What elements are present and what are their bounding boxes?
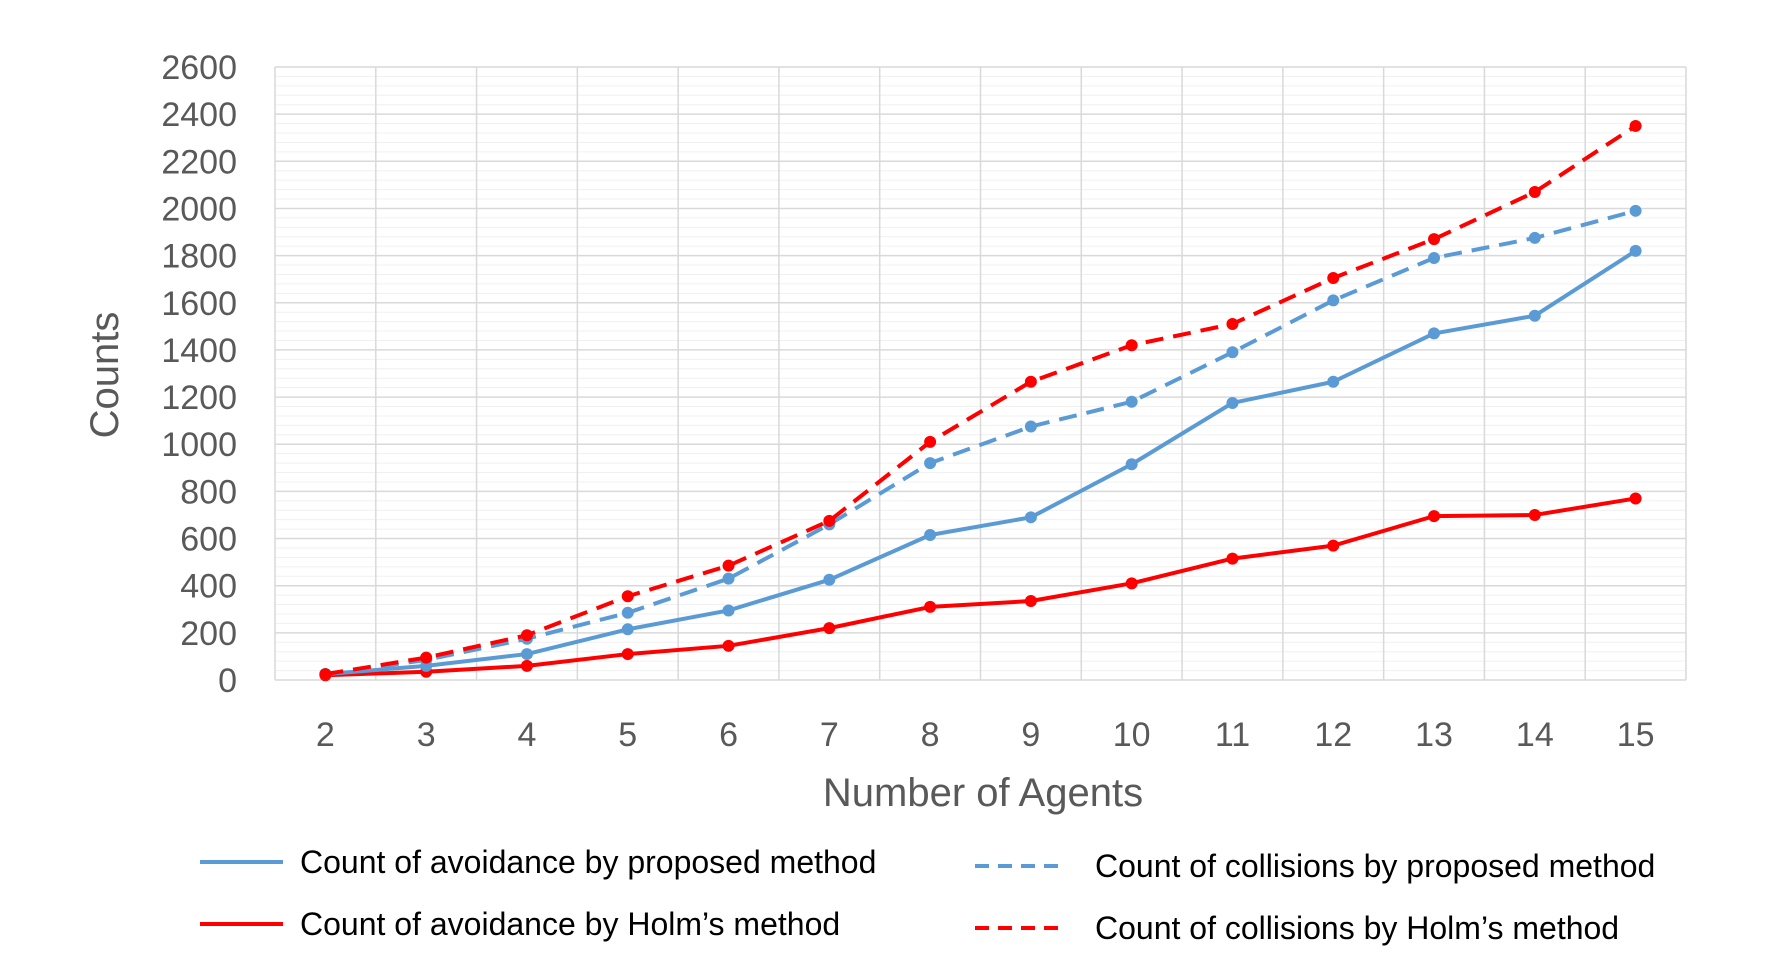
data-point xyxy=(823,514,836,527)
x-axis-title: Number of Agents xyxy=(823,771,1143,815)
data-point xyxy=(1125,339,1138,352)
series-line xyxy=(323,496,1638,678)
data-point xyxy=(1428,251,1441,264)
data-point xyxy=(520,659,533,672)
legend-label: Count of avoidance by proposed method xyxy=(300,844,876,880)
x-tick-label: 2 xyxy=(316,716,335,754)
x-tick-label: 11 xyxy=(1215,716,1250,754)
data-point xyxy=(722,639,735,652)
x-tick-label: 13 xyxy=(1415,716,1453,754)
y-tick-label: 1600 xyxy=(161,285,237,323)
x-tick-label: 7 xyxy=(820,716,839,754)
y-tick-label: 400 xyxy=(180,568,237,606)
x-tick-label: 4 xyxy=(518,716,537,754)
y-tick-label: 800 xyxy=(180,473,237,511)
data-point xyxy=(1226,396,1239,409)
data-point xyxy=(1428,510,1441,523)
data-point xyxy=(621,590,634,603)
data-point xyxy=(1528,185,1541,198)
data-point xyxy=(1125,458,1138,471)
data-point xyxy=(621,606,634,619)
x-tick-label: 8 xyxy=(921,716,940,754)
y-tick-label: 600 xyxy=(180,521,237,559)
data-point xyxy=(1125,395,1138,408)
x-tick-label: 5 xyxy=(618,716,637,754)
y-tick-label: 0 xyxy=(218,662,237,700)
data-point xyxy=(722,604,735,617)
x-tick-label: 9 xyxy=(1021,716,1040,754)
series-line xyxy=(325,124,1637,677)
y-tick-label: 2200 xyxy=(161,143,237,181)
y-axis-ticks: 0 200 400 600 800 1000 1200 1400 1600 1800 2000 220… xyxy=(161,49,237,700)
y-tick-label: 200 xyxy=(180,615,237,653)
data-point xyxy=(520,648,533,661)
data-point xyxy=(1629,204,1642,217)
legend: Count of avoidance by proposed method Cou… xyxy=(200,844,1655,946)
legend-label: Count of collisions by Holm’s method xyxy=(1095,910,1619,946)
y-tick-label: 1000 xyxy=(161,426,237,464)
x-axis-ticks: 2 3 4 5 6 7 8 9 10 11 12 13 14 15 xyxy=(316,716,1655,754)
data-point xyxy=(823,573,836,586)
data-point xyxy=(1327,272,1340,285)
data-point xyxy=(1024,420,1037,433)
data-point xyxy=(1024,595,1037,608)
data-point xyxy=(1327,375,1340,388)
data-point xyxy=(1629,119,1642,132)
data-point xyxy=(1428,327,1441,340)
data-point xyxy=(1528,508,1541,521)
series-line xyxy=(323,248,1638,677)
data-point xyxy=(924,529,937,542)
x-tick-label: 3 xyxy=(417,716,436,754)
data-point xyxy=(1528,309,1541,322)
data-point xyxy=(1226,317,1239,330)
data-point xyxy=(924,457,937,470)
data-point xyxy=(1528,231,1541,244)
series-line xyxy=(325,208,1637,677)
x-tick-label: 14 xyxy=(1516,716,1554,754)
data-point xyxy=(520,629,533,642)
data-point xyxy=(1428,233,1441,246)
data-point xyxy=(319,668,332,681)
y-tick-label: 2400 xyxy=(161,96,237,134)
data-point xyxy=(1327,294,1340,307)
data-point xyxy=(1125,577,1138,590)
x-tick-label: 10 xyxy=(1113,716,1151,754)
data-point xyxy=(1024,511,1037,524)
x-tick-label: 12 xyxy=(1314,716,1352,754)
legend-label: Count of collisions by proposed method xyxy=(1095,848,1655,884)
data-point xyxy=(924,435,937,448)
grid xyxy=(274,66,1687,681)
data-point xyxy=(1226,552,1239,565)
y-tick-label: 2600 xyxy=(161,49,237,87)
data-point xyxy=(722,572,735,585)
data-point xyxy=(1226,346,1239,359)
y-tick-label: 1400 xyxy=(161,332,237,370)
data-point xyxy=(1629,492,1642,505)
y-tick-label: 2000 xyxy=(161,190,237,228)
data-point xyxy=(621,648,634,661)
x-tick-label: 6 xyxy=(719,716,738,754)
y-tick-label: 1800 xyxy=(161,238,237,276)
data-point xyxy=(621,623,634,636)
data-point xyxy=(1327,539,1340,552)
data-point xyxy=(420,651,433,664)
y-tick-label: 1200 xyxy=(161,379,237,417)
data-point xyxy=(823,622,836,635)
data-point xyxy=(1024,375,1037,388)
data-point xyxy=(924,600,937,613)
legend-label: Count of avoidance by Holm’s method xyxy=(300,906,840,942)
x-tick-label: 15 xyxy=(1617,716,1655,754)
data-point xyxy=(722,559,735,572)
y-axis-title: Counts xyxy=(83,312,127,439)
data-point xyxy=(1629,244,1642,257)
series-layer xyxy=(319,119,1642,682)
